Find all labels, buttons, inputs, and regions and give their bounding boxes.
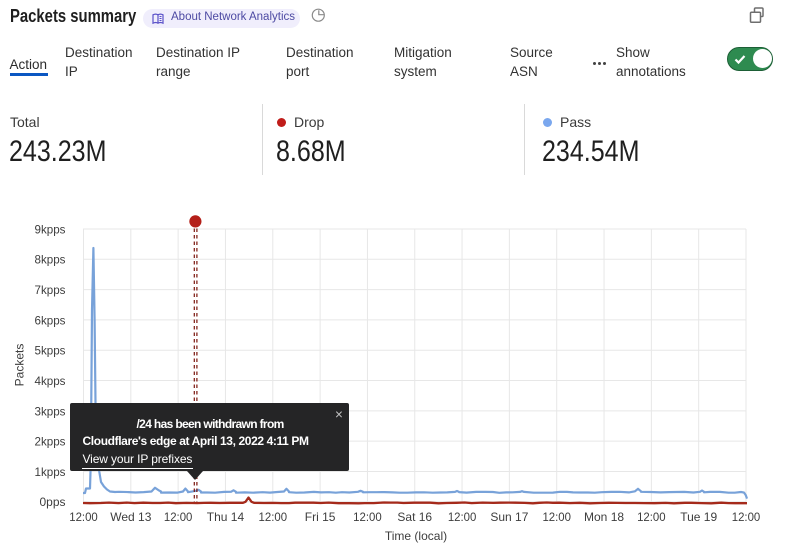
svg-text:12:00: 12:00 — [259, 510, 288, 524]
svg-text:Mon 18: Mon 18 — [584, 510, 624, 524]
svg-text:8kpps: 8kpps — [35, 253, 66, 267]
svg-text:Sun 17: Sun 17 — [490, 510, 528, 524]
svg-text:0pps: 0pps — [40, 495, 66, 509]
svg-text:Wed 13: Wed 13 — [110, 510, 151, 524]
svg-text:12:00: 12:00 — [542, 510, 571, 524]
svg-text:5kpps: 5kpps — [35, 344, 66, 358]
svg-text:4kpps: 4kpps — [35, 374, 66, 388]
svg-text:12:00: 12:00 — [448, 510, 477, 524]
svg-text:Time (local): Time (local) — [385, 529, 447, 543]
svg-text:Sat 16: Sat 16 — [397, 510, 432, 524]
svg-text:2kpps: 2kpps — [35, 435, 66, 449]
svg-text:6kpps: 6kpps — [35, 313, 66, 327]
svg-text:1kpps: 1kpps — [35, 465, 66, 479]
svg-text:12:00: 12:00 — [353, 510, 382, 524]
svg-text:12:00: 12:00 — [69, 510, 98, 524]
svg-text:12:00: 12:00 — [164, 510, 193, 524]
svg-text:Fri 15: Fri 15 — [305, 510, 336, 524]
svg-text:Packets: Packets — [13, 344, 27, 387]
svg-text:12:00: 12:00 — [637, 510, 666, 524]
svg-text:Thu 14: Thu 14 — [207, 510, 245, 524]
svg-text:12:00: 12:00 — [732, 510, 761, 524]
svg-text:9kpps: 9kpps — [35, 222, 66, 236]
svg-text:Tue 19: Tue 19 — [680, 510, 717, 524]
svg-text:3kpps: 3kpps — [35, 404, 66, 418]
svg-text:7kpps: 7kpps — [35, 283, 66, 297]
